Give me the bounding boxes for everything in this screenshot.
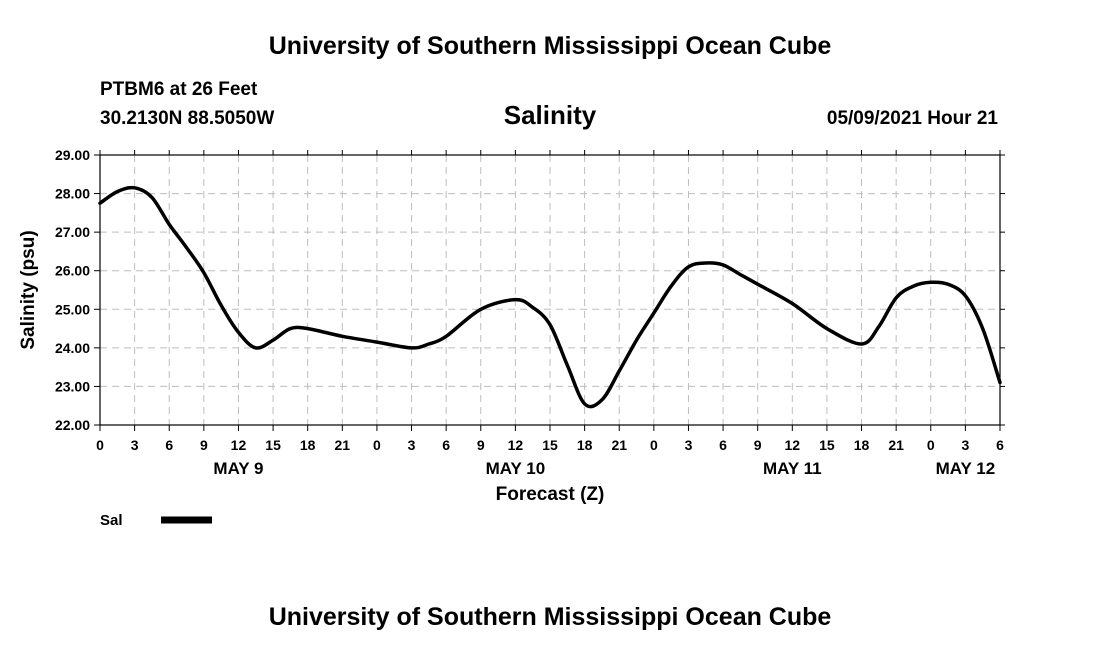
footer-title: University of Southern Mississippi Ocean… <box>269 603 832 631</box>
y-tick-label: 23.00 <box>55 378 90 394</box>
x-tick-label: 0 <box>96 437 104 453</box>
x-tick-label: 9 <box>754 437 762 453</box>
x-tick-label: 18 <box>854 437 870 453</box>
chart-title: Salinity <box>504 100 597 130</box>
day-label: MAY 12 <box>936 459 996 478</box>
series-layer <box>98 185 1002 409</box>
y-axis-label: Salinity (psu) <box>18 230 39 349</box>
x-tick-label: 3 <box>131 437 139 453</box>
y-tick-label: 26.00 <box>55 263 90 279</box>
x-tick-label: 3 <box>408 437 416 453</box>
x-tick-label: 6 <box>996 437 1004 453</box>
x-tick-label: 12 <box>231 437 247 453</box>
x-tick-label: 21 <box>611 437 627 453</box>
plot-frame <box>99 154 1001 426</box>
x-tick-label: 0 <box>927 437 935 453</box>
legend-label: Sal <box>100 512 123 529</box>
x-tick-label: 9 <box>477 437 485 453</box>
x-tick-label: 12 <box>785 437 801 453</box>
x-tick-label: 0 <box>650 437 658 453</box>
timestamp-label: 05/09/2021 Hour 21 <box>827 108 999 129</box>
y-tick-label: 29.00 <box>55 147 90 163</box>
x-axis-label: Forecast (Z) <box>496 484 605 505</box>
x-tick-label: 15 <box>265 437 281 453</box>
x-tick-label: 3 <box>961 437 969 453</box>
x-tick-label: 18 <box>577 437 593 453</box>
axis-ticks <box>94 150 1005 431</box>
x-tick-label: 15 <box>819 437 835 453</box>
x-tick-label: 3 <box>685 437 693 453</box>
y-tick-label: 24.00 <box>55 340 90 356</box>
x-tick-label: 15 <box>542 437 558 453</box>
x-tick-label: 21 <box>335 437 351 453</box>
grid <box>100 155 1000 425</box>
y-tick-label: 25.00 <box>55 301 90 317</box>
x-tick-label: 9 <box>200 437 208 453</box>
header-title: University of Southern Mississippi Ocean… <box>269 32 832 60</box>
day-label: MAY 9 <box>213 459 263 478</box>
x-tick-label: 21 <box>888 437 904 453</box>
tick-labels: 22.00 23.00 24.00 25.00 26.00 27.00 28.00 29.00… <box>55 147 1004 478</box>
day-label: MAY 10 <box>486 459 546 478</box>
y-tick-label: 27.00 <box>55 224 90 240</box>
coordinates-label: 30.2130N 88.5050W <box>100 108 274 129</box>
x-tick-label: 6 <box>442 437 450 453</box>
x-tick-label: 6 <box>719 437 727 453</box>
x-tick-label: 12 <box>508 437 524 453</box>
x-tick-label: 0 <box>373 437 381 453</box>
series-line-sal <box>98 185 1002 409</box>
y-tick-label: 28.00 <box>55 186 90 202</box>
day-label: MAY 11 <box>763 459 822 478</box>
station-label: PTBM6 at 26 Feet <box>100 79 258 100</box>
x-tick-label: 18 <box>300 437 316 453</box>
y-tick-label: 22.00 <box>55 417 90 433</box>
x-tick-label: 6 <box>165 437 173 453</box>
